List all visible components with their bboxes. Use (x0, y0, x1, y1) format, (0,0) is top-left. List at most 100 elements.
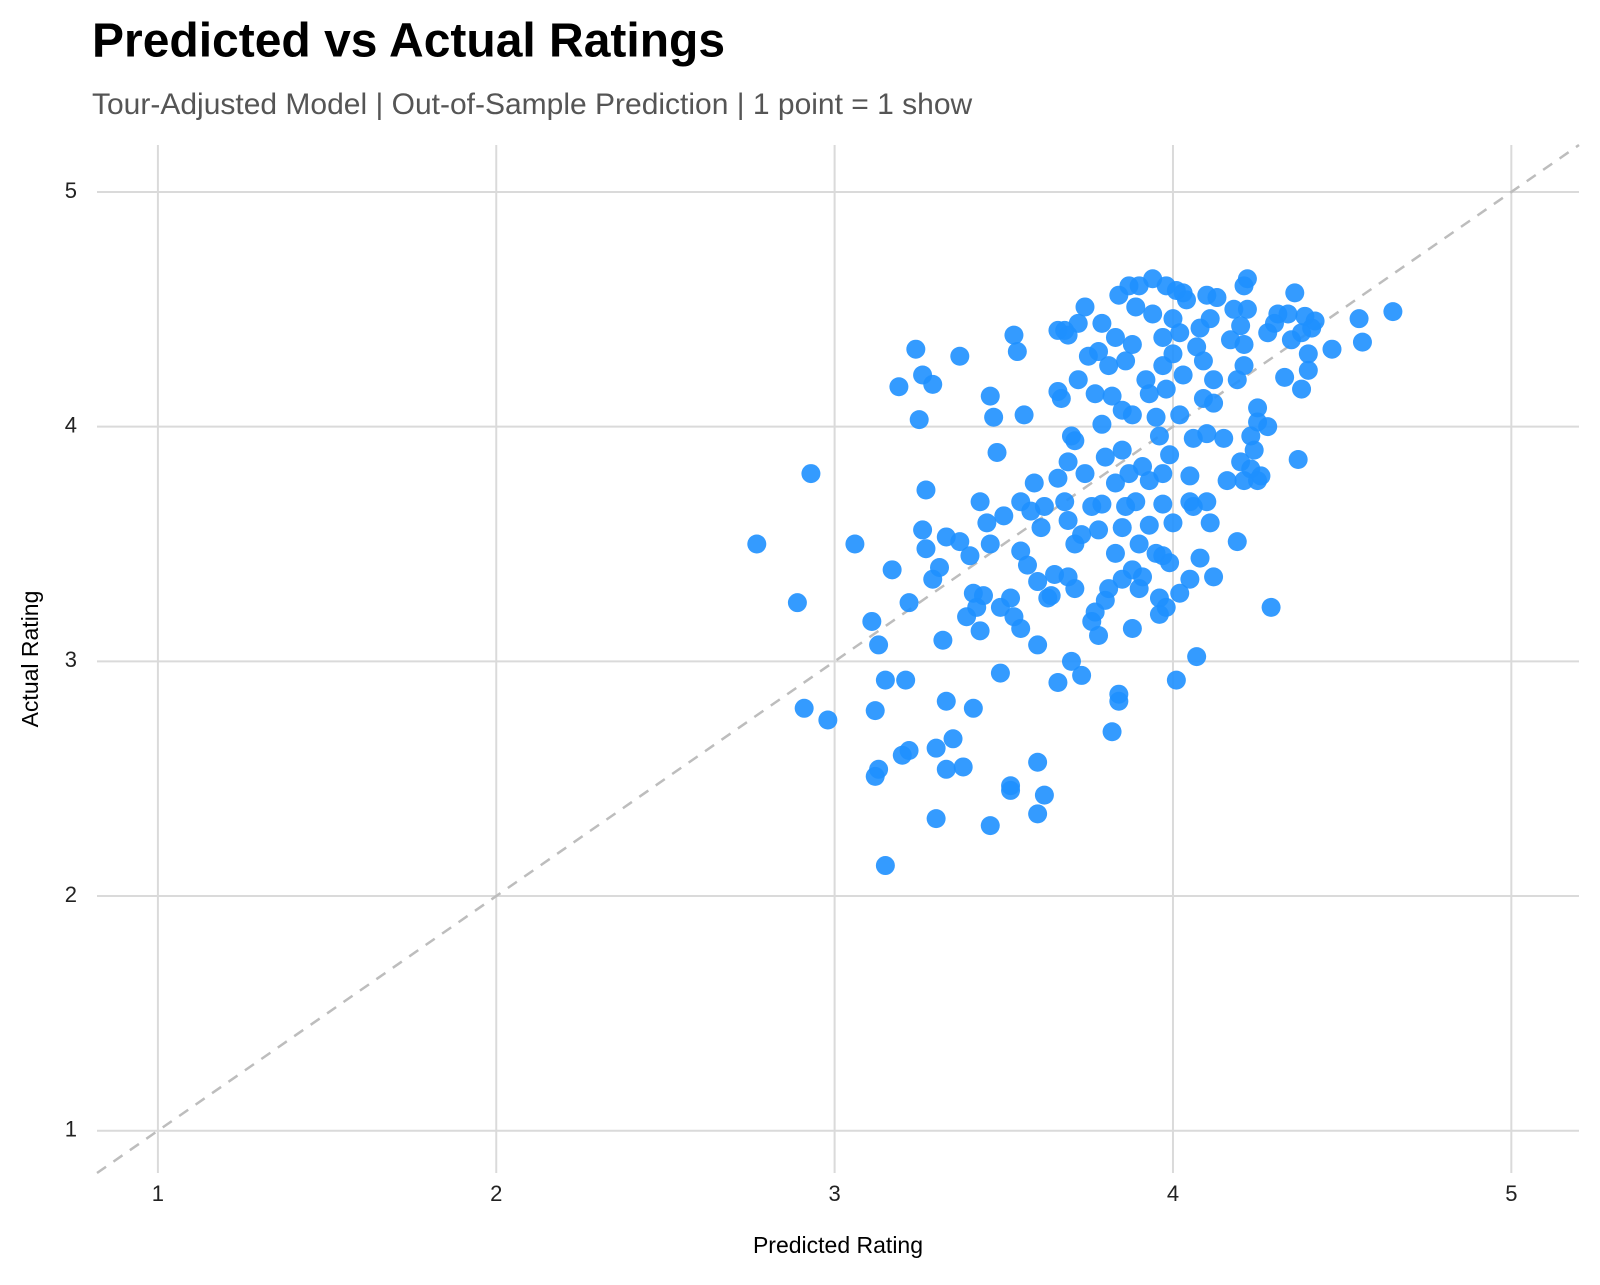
point (1190, 548, 1210, 568)
point (1237, 269, 1257, 289)
point (1258, 417, 1278, 437)
point (984, 407, 1004, 427)
x-axis-title: Predicted Rating (753, 1232, 923, 1258)
point (1011, 541, 1031, 561)
point (794, 698, 814, 718)
point (1170, 405, 1190, 425)
point (889, 377, 909, 397)
point (787, 593, 807, 613)
point (1085, 384, 1105, 404)
y-tick-label: 3 (65, 647, 77, 672)
x-tick-label: 1 (152, 1181, 164, 1206)
point (930, 557, 950, 577)
point (1149, 426, 1169, 446)
point (1163, 309, 1183, 329)
point (1116, 351, 1136, 371)
point (1204, 567, 1224, 587)
identity-line (96, 143, 1580, 1175)
grid (97, 145, 1579, 1173)
point (1160, 445, 1180, 465)
x-tick-label: 5 (1505, 1181, 1517, 1206)
point (936, 691, 956, 711)
point (1292, 379, 1312, 399)
point (1187, 647, 1207, 667)
point (1133, 457, 1153, 477)
point (1349, 309, 1369, 329)
point (1004, 325, 1024, 345)
point (1075, 297, 1095, 317)
point (1112, 518, 1132, 538)
point (1234, 334, 1254, 354)
point (1129, 534, 1149, 554)
point (1126, 297, 1146, 317)
point (970, 621, 990, 641)
point (882, 560, 902, 580)
point (923, 374, 943, 394)
point (963, 698, 983, 718)
point (1075, 464, 1095, 484)
point (1214, 428, 1234, 448)
point (1105, 473, 1125, 493)
point (875, 856, 895, 876)
point (1089, 626, 1109, 646)
point (1143, 304, 1163, 324)
point (1051, 388, 1071, 408)
point (1251, 466, 1271, 486)
point (1352, 332, 1372, 352)
point (1200, 309, 1220, 329)
point (916, 539, 936, 559)
point (977, 513, 997, 533)
point (1031, 518, 1051, 538)
point (845, 534, 865, 554)
point (926, 738, 946, 758)
point (1089, 520, 1109, 540)
point (1099, 356, 1119, 376)
point (1028, 635, 1048, 655)
point (1048, 468, 1068, 488)
point (909, 410, 929, 430)
point (1298, 360, 1318, 380)
point (1102, 722, 1122, 742)
point (1322, 339, 1342, 359)
point (1237, 299, 1257, 319)
point (869, 635, 889, 655)
point (1231, 316, 1251, 336)
point (1180, 466, 1200, 486)
point (980, 816, 1000, 836)
point (1163, 344, 1183, 364)
point (1166, 670, 1186, 690)
point (1095, 447, 1115, 467)
point (936, 759, 956, 779)
point (1133, 567, 1153, 587)
point (818, 710, 838, 730)
point (1001, 588, 1021, 608)
point (1153, 327, 1173, 347)
point (1285, 283, 1305, 303)
point (1193, 351, 1213, 371)
point (1298, 344, 1318, 364)
point (1055, 492, 1075, 512)
point (1034, 785, 1054, 805)
point (1024, 473, 1044, 493)
point (1065, 579, 1085, 599)
point (1305, 311, 1325, 331)
point (1173, 365, 1193, 385)
x-tick-label: 3 (828, 1181, 840, 1206)
point (1288, 450, 1308, 470)
point (1163, 513, 1183, 533)
point (950, 346, 970, 366)
point (1099, 579, 1119, 599)
point (1261, 597, 1281, 617)
y-tick-label: 1 (65, 1117, 77, 1142)
tick-labels: 1 2 3 4 5 1 2 3 4 5 (65, 178, 1518, 1206)
point (1217, 471, 1237, 491)
point (1170, 583, 1190, 603)
point (926, 809, 946, 829)
y-axis-title: Actual Rating (17, 591, 43, 728)
point (1146, 407, 1166, 427)
point (801, 464, 821, 484)
chart-subtitle: Tour-Adjusted Model | Out-of-Sample Pred… (92, 88, 973, 121)
point (950, 532, 970, 552)
point (1126, 492, 1146, 512)
